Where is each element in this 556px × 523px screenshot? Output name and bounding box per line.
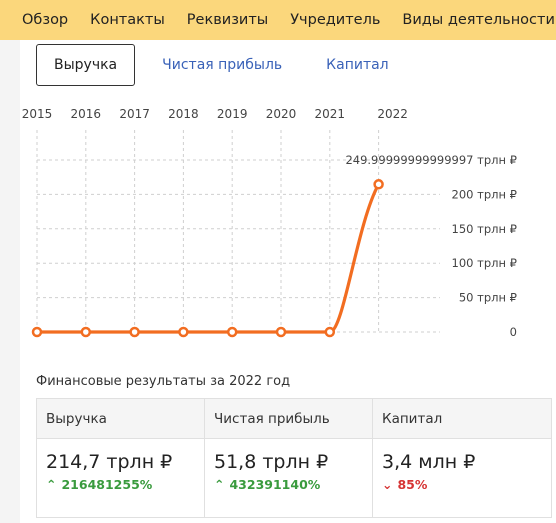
y-tick-label: 0 xyxy=(510,325,517,339)
finance-change-revenue: ⌃ 216481255% xyxy=(37,477,204,492)
series-line-revenue xyxy=(35,182,381,334)
arrow-up-icon: ⌃ xyxy=(46,477,57,492)
tab-net-profit[interactable]: Чистая прибыль xyxy=(162,57,283,73)
x-tick-label: 2020 xyxy=(266,107,297,121)
data-point xyxy=(129,326,140,338)
x-tick-label: 2017 xyxy=(119,107,150,121)
y-tick-label: 100 трлн ₽ xyxy=(452,256,517,270)
finance-col-revenue: Выручка 214,7 трлн ₽ ⌃ 216481255% xyxy=(37,399,205,517)
tab-capital[interactable]: Капитал xyxy=(326,57,389,73)
y-tick-label: 50 трлн ₽ xyxy=(459,291,517,305)
y-tick-label: 200 трлн ₽ xyxy=(452,187,517,201)
x-tick-label: 2019 xyxy=(217,107,248,121)
x-tick-label: 2018 xyxy=(168,107,199,121)
x-tick-label: 2021 xyxy=(315,107,346,121)
data-point xyxy=(178,326,189,338)
finance-change-revenue-value: 216481255% xyxy=(61,477,153,492)
finance-change-capital-value: 85% xyxy=(397,477,428,492)
finance-col-capital: Капитал 3,4 млн ₽ ⌄ 85% xyxy=(373,399,551,517)
finance-col-net-profit: Чистая прибыль 51,8 трлн ₽ ⌃ 432391140% xyxy=(205,399,373,517)
nav-item-contacts[interactable]: Контакты xyxy=(90,12,165,28)
revenue-chart: 0 50 трлн ₽ 100 трлн ₽ 150 трлн ₽ 200 трлн ₽… xyxy=(22,107,517,339)
data-point xyxy=(324,326,336,338)
arrow-up-icon: ⌃ xyxy=(214,477,225,492)
finance-header-revenue: Выручка xyxy=(37,399,204,439)
x-tick-label: 2016 xyxy=(71,107,102,121)
nav-item-founder[interactable]: Учредитель xyxy=(290,12,381,28)
finance-header-net-profit: Чистая прибыль xyxy=(205,399,372,439)
data-point xyxy=(373,179,384,190)
arrow-down-icon: ⌄ xyxy=(382,477,393,492)
finance-results-table: Выручка 214,7 трлн ₽ ⌃ 216481255% Чистая … xyxy=(36,398,552,518)
nav-item-requisites[interactable]: Реквизиты xyxy=(186,12,269,28)
data-point xyxy=(31,326,43,338)
x-tick-label: 2015 xyxy=(22,107,53,121)
x-tick-label: 2022 xyxy=(377,107,408,121)
finance-value-revenue: 214,7 трлн ₽ xyxy=(46,451,173,473)
top-navigation: Обзор Контакты Реквизиты Учредитель Виды… xyxy=(0,0,556,40)
nav-item-activities[interactable]: Виды деятельности xyxy=(402,12,555,28)
data-point xyxy=(226,326,238,338)
finance-change-capital: ⌄ 85% xyxy=(373,477,551,492)
finance-results-title: Финансовые результаты за 2022 год xyxy=(36,374,291,389)
data-point xyxy=(80,326,92,338)
finance-change-net-profit: ⌃ 432391140% xyxy=(205,477,372,492)
finance-header-capital: Капитал xyxy=(373,399,551,439)
finance-value-capital: 3,4 млн ₽ xyxy=(382,451,476,473)
y-tick-label: 150 трлн ₽ xyxy=(452,222,517,236)
tab-revenue[interactable]: Выручка xyxy=(36,44,136,86)
data-point xyxy=(275,326,287,338)
finance-panel: Выручка Чистая прибыль Капитал 0 50 трлн … xyxy=(20,40,556,523)
finance-change-net-profit-value: 432391140% xyxy=(229,477,321,492)
y-tick-label: 249.99999999999997 трлн ₽ xyxy=(345,153,517,167)
nav-item-overview[interactable]: Обзор xyxy=(22,12,69,28)
chart-tabs: Выручка Чистая прибыль Капитал xyxy=(36,44,406,86)
finance-value-net-profit: 51,8 трлн ₽ xyxy=(214,451,329,473)
